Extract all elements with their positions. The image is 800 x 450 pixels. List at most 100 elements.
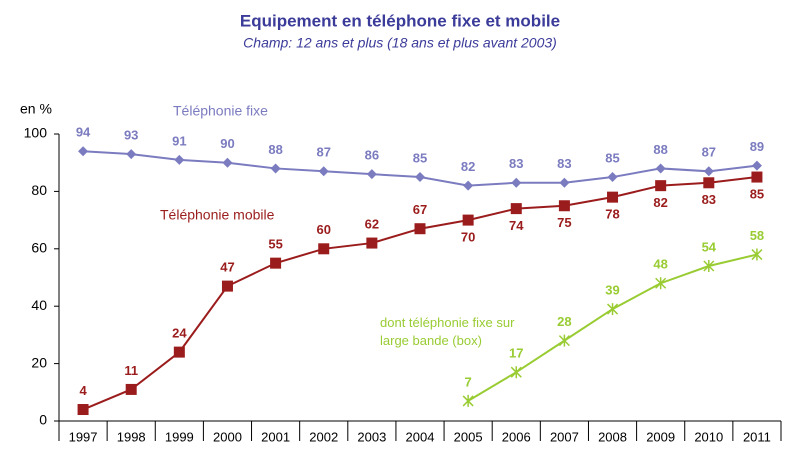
marker xyxy=(318,243,330,255)
x-tick-label: 2006 xyxy=(502,429,531,444)
marker xyxy=(414,223,426,235)
marker xyxy=(366,169,377,180)
data-label: 48 xyxy=(653,257,667,272)
series-label: Téléphonie fixe xyxy=(173,103,268,119)
data-label: 82 xyxy=(461,159,475,174)
data-label: 60 xyxy=(316,222,330,237)
marker xyxy=(125,383,137,395)
marker xyxy=(559,177,570,188)
x-tick-label: 2002 xyxy=(309,429,338,444)
data-label: 67 xyxy=(413,202,427,217)
data-label: 78 xyxy=(605,207,619,222)
marker xyxy=(270,257,282,269)
y-tick-label: 100 xyxy=(24,125,48,141)
data-label: 85 xyxy=(605,150,619,165)
data-label: 75 xyxy=(557,215,571,230)
data-label: 85 xyxy=(413,150,427,165)
x-tick-label: 1997 xyxy=(69,429,98,444)
data-label: 94 xyxy=(76,125,91,140)
marker xyxy=(511,177,522,188)
data-label: 54 xyxy=(702,239,717,254)
marker xyxy=(607,191,619,203)
data-label: 86 xyxy=(365,148,379,163)
marker xyxy=(703,260,715,273)
data-label: 62 xyxy=(365,216,379,231)
marker xyxy=(462,214,474,226)
data-label: 91 xyxy=(172,133,186,148)
y-tick-label: 40 xyxy=(31,297,47,313)
x-tick-label: 2008 xyxy=(598,429,627,444)
data-label: 28 xyxy=(557,314,571,329)
marker xyxy=(558,334,570,347)
marker xyxy=(655,277,667,290)
data-label: 83 xyxy=(702,192,716,207)
marker xyxy=(463,180,474,191)
x-tick-label: 2004 xyxy=(406,429,435,444)
data-label: 39 xyxy=(605,283,619,298)
x-tick-label: 2007 xyxy=(550,429,579,444)
marker xyxy=(221,280,233,292)
data-label: 88 xyxy=(653,142,667,157)
x-tick-label: 1999 xyxy=(165,429,194,444)
y-tick-label: 0 xyxy=(39,412,47,428)
marker xyxy=(173,346,185,358)
marker xyxy=(655,180,667,192)
data-label: 87 xyxy=(316,145,330,160)
series-label: Téléphonie mobile xyxy=(160,207,275,223)
marker xyxy=(510,203,522,215)
marker xyxy=(607,303,619,316)
marker xyxy=(77,404,89,416)
data-label: 83 xyxy=(509,156,523,171)
data-label: 93 xyxy=(124,128,138,143)
x-tick-label: 2005 xyxy=(454,429,483,444)
marker xyxy=(751,171,763,183)
data-label: 82 xyxy=(653,195,667,210)
y-tick-label: 60 xyxy=(31,240,47,256)
marker xyxy=(415,172,425,183)
data-label: 47 xyxy=(220,260,234,275)
marker xyxy=(751,160,762,171)
x-tick-label: 2009 xyxy=(646,429,675,444)
data-label: 85 xyxy=(750,186,764,201)
x-tick-label: 2001 xyxy=(261,429,290,444)
x-tick-label: 2010 xyxy=(694,429,723,444)
chart-subtitle: Champ: 12 ans et plus (18 ans et plus av… xyxy=(243,35,557,51)
marker xyxy=(126,149,137,160)
data-label: 58 xyxy=(750,228,764,243)
series-label: dont téléphonie fixe sur large bande (bo… xyxy=(380,315,515,348)
x-tick-label: 1998 xyxy=(117,429,146,444)
data-label: 70 xyxy=(461,230,475,245)
data-label: 4 xyxy=(79,383,87,398)
data-label: 87 xyxy=(702,145,716,160)
x-tick-label: 2000 xyxy=(213,429,242,444)
marker xyxy=(751,248,763,261)
data-label: 17 xyxy=(509,346,523,361)
y-tick-label: 80 xyxy=(31,182,47,198)
marker xyxy=(655,163,666,174)
data-label: 88 xyxy=(268,142,282,157)
marker xyxy=(703,166,714,177)
y-tick-label: 20 xyxy=(31,354,47,370)
marker xyxy=(558,200,570,212)
x-tick-label: 2011 xyxy=(743,429,771,444)
data-label: 24 xyxy=(172,326,187,341)
marker xyxy=(318,166,329,177)
marker xyxy=(462,394,474,407)
data-label: 90 xyxy=(220,136,234,151)
marker xyxy=(703,177,715,189)
y-axis-label: en % xyxy=(20,101,52,117)
chart-title: Equipement en téléphone fixe et mobile xyxy=(240,11,560,30)
data-label: 55 xyxy=(268,237,282,252)
data-label: 7 xyxy=(465,374,472,389)
marker xyxy=(222,157,233,168)
marker xyxy=(510,366,522,379)
marker xyxy=(270,163,281,174)
data-label: 74 xyxy=(509,218,524,233)
data-label: 89 xyxy=(750,139,764,154)
marker xyxy=(366,237,378,249)
data-label: 83 xyxy=(557,156,571,171)
marker xyxy=(607,172,618,183)
marker xyxy=(174,154,185,165)
